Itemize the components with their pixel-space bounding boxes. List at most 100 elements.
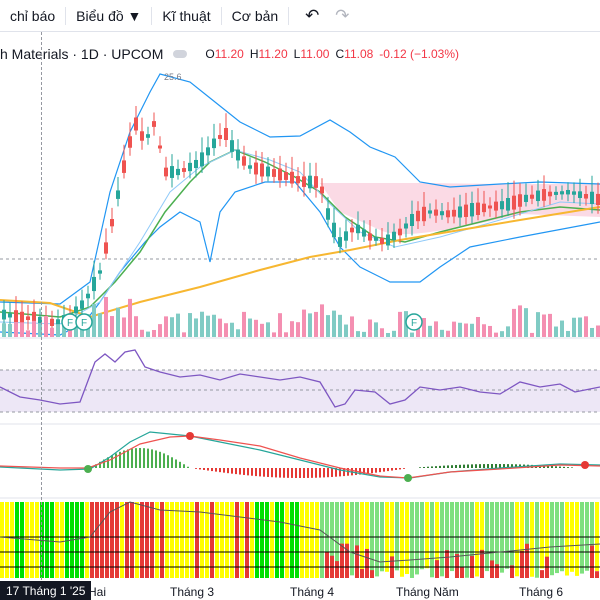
volume-bar: [230, 322, 234, 337]
macd-histogram-bar: [343, 468, 345, 477]
volume-bar: [296, 322, 300, 337]
candle-body: [344, 231, 348, 241]
rsi-line: [0, 349, 600, 408]
money-flow-red-column: [365, 548, 369, 578]
macd-histogram-bar: [95, 464, 97, 468]
candle-body: [236, 149, 240, 161]
rsi-pane: [0, 349, 600, 413]
redo-icon[interactable]: ↷: [335, 5, 350, 25]
volume-bar: [50, 327, 54, 337]
indicators-button[interactable]: chỉ báo: [0, 0, 65, 31]
bollinger-upper: [0, 73, 600, 305]
macd-histogram-bar: [115, 453, 117, 468]
candle-body: [404, 223, 408, 229]
macd-histogram-bar: [111, 455, 113, 468]
candle-body: [56, 319, 60, 328]
money-flow-red-column: [495, 564, 499, 578]
svg-text:F: F: [81, 318, 87, 329]
candle-body: [338, 237, 342, 247]
volume-bar: [392, 330, 396, 337]
macd-histogram-bar: [367, 468, 369, 474]
candle-body: [380, 238, 384, 244]
fundamental-button[interactable]: Cơ bản: [222, 0, 289, 31]
svg-text:F: F: [411, 318, 417, 329]
macd-histogram-bar: [403, 468, 405, 469]
money-flow-column: [390, 502, 394, 574]
money-flow-red-column: [360, 568, 364, 578]
money-flow-column: [405, 502, 409, 575]
candle-body: [206, 147, 210, 156]
volume-bar: [146, 331, 150, 337]
candle-body: [542, 189, 546, 201]
undo-icon[interactable]: ↶: [305, 5, 320, 25]
macd-histogram-bar: [319, 468, 321, 478]
macd-histogram-bar: [275, 468, 277, 478]
volume-bar: [200, 311, 204, 337]
volume-bar: [122, 317, 126, 337]
price-chart[interactable]: 25.6 F F F: [0, 32, 600, 580]
money-flow-column: [285, 502, 289, 578]
chart-type-button[interactable]: Biểu đồ ▼: [66, 0, 151, 31]
money-flow-line: [0, 501, 600, 563]
macd-histogram-bar: [331, 468, 333, 477]
fundamental-label: Cơ bản: [231, 7, 279, 24]
change-value: -0.12 (−1.03%): [379, 47, 460, 61]
macd-histogram-bar: [491, 464, 493, 468]
money-flow-red-column: [455, 553, 459, 578]
macd-histogram-bar: [547, 465, 549, 468]
money-flow-column: [310, 502, 314, 578]
money-flow-column: [475, 502, 479, 577]
volume-bar: [326, 315, 330, 337]
money-flow-column: [300, 502, 304, 578]
money-flow-column: [595, 502, 599, 571]
candle-body: [272, 169, 276, 177]
macd-histogram-bar: [511, 464, 513, 468]
volume-bar: [188, 313, 192, 337]
candle-body: [128, 136, 132, 148]
money-flow-red-column: [370, 570, 374, 578]
candle-body: [50, 318, 54, 327]
macd-histogram-bar: [227, 468, 229, 474]
volume-bar: [596, 325, 600, 337]
volume-bar: [506, 326, 510, 337]
macd-histogram-bar: [215, 468, 217, 472]
volume-bar: [128, 298, 132, 337]
money-flow-column: [260, 502, 264, 578]
volume-bar: [44, 315, 48, 337]
volume-bar: [20, 322, 24, 337]
money-flow-red-column: [340, 543, 344, 578]
macd-histogram-bar: [279, 468, 281, 478]
money-flow-column: [55, 502, 59, 578]
volume-bar: [140, 329, 144, 337]
volume-bar: [458, 322, 462, 337]
macd-histogram-bar: [155, 450, 157, 468]
money-flow-red-column: [525, 543, 529, 578]
volume-bar: [218, 318, 222, 337]
money-flow-column: [280, 502, 284, 578]
candle-body: [530, 194, 534, 199]
volume-bar: [182, 332, 186, 337]
macd-histogram-bar: [203, 468, 205, 470]
money-flow-column: [130, 502, 134, 578]
macd-histogram-bar: [447, 465, 449, 468]
money-flow-column: [400, 502, 404, 577]
money-flow-column: [65, 502, 69, 578]
candle-body: [536, 190, 540, 202]
money-flow-column: [90, 502, 94, 578]
money-flow-column: [455, 502, 459, 576]
money-flow-column: [115, 502, 119, 578]
money-flow-column: [345, 502, 349, 578]
legend-toggle-icon[interactable]: [173, 50, 188, 58]
technical-button[interactable]: Kĩ thuật: [152, 0, 220, 31]
money-flow-column: [550, 502, 554, 576]
volume-bar: [500, 331, 504, 337]
symbol-title[interactable]: h Materials · 1D · UPCOM: [0, 46, 164, 62]
money-flow-red-column: [590, 545, 594, 578]
candle-body: [242, 156, 246, 166]
candle-body: [464, 204, 468, 217]
money-flow-column: [10, 502, 14, 578]
event-marker[interactable]: F: [75, 313, 93, 331]
macd-histogram-bar: [167, 455, 169, 468]
event-marker[interactable]: F: [405, 313, 423, 331]
money-flow-red-column: [325, 551, 329, 578]
